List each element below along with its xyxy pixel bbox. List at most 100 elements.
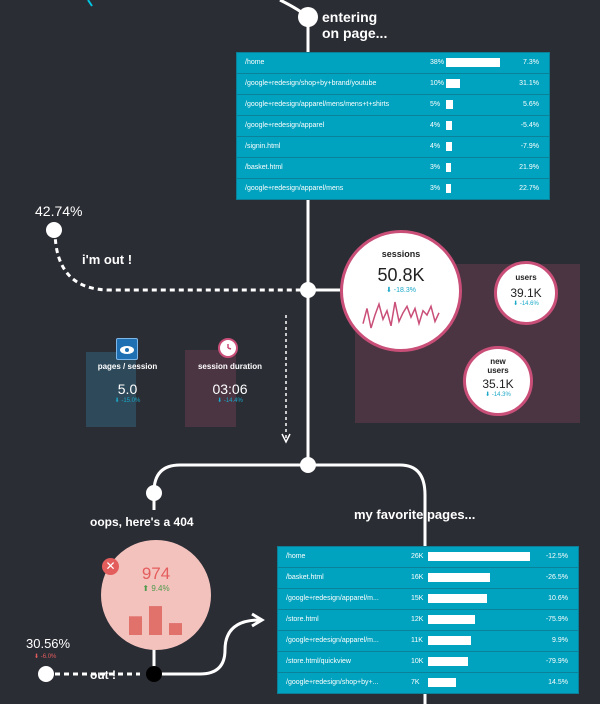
new-users-change: ⬇ -14.3% bbox=[485, 392, 511, 398]
pages-session-value: 5.0 bbox=[117, 381, 138, 397]
table-row[interactable]: /home 38% 7.3% bbox=[237, 53, 549, 74]
row-bar bbox=[446, 100, 454, 109]
row-bar bbox=[446, 58, 500, 67]
row-path: /google+redesign/apparel/mens/mens+t+shi… bbox=[245, 101, 390, 108]
row-count: 38% bbox=[430, 59, 445, 66]
row-bar bbox=[446, 163, 451, 172]
bottom-exit-label: out ! bbox=[90, 668, 116, 682]
row-path: /google+redesign/shop+by+brand/youtube bbox=[245, 80, 377, 87]
table-row[interactable]: /store.html 12K -75.9% bbox=[278, 610, 578, 631]
row-bar bbox=[428, 573, 491, 582]
error-card: 974 ⬆ 9.4% bbox=[101, 540, 211, 650]
table-row[interactable]: /google+redesign/shop+by+... 7K 14.5% bbox=[278, 673, 578, 693]
row-path: /basket.html bbox=[286, 574, 324, 581]
row-change: 14.5% bbox=[548, 679, 568, 686]
error-bar bbox=[169, 623, 182, 635]
clock-icon bbox=[218, 338, 238, 358]
session-duration-change: ⬇ -14.4% bbox=[217, 398, 243, 404]
row-count: 3% bbox=[430, 185, 441, 192]
users-value: 39.1K bbox=[510, 286, 542, 300]
new-users-card: new users 35.1K ⬇ -14.3% bbox=[463, 346, 533, 416]
pages-session-title: pages / session bbox=[97, 362, 158, 371]
row-path: /google+redesign/apparel/mens bbox=[245, 185, 344, 192]
row-change: 31.1% bbox=[519, 80, 539, 87]
pages-session-card: pages / session 5.0 ⬇ -15.0% bbox=[85, 362, 170, 404]
row-bar bbox=[446, 184, 451, 193]
exit-node bbox=[46, 222, 62, 238]
bottom-exit-percent: 30.56% bbox=[26, 636, 71, 651]
sessions-change: ⬇ -18.3% bbox=[386, 287, 416, 294]
row-bar bbox=[446, 79, 461, 88]
table-row[interactable]: /home 26K -12.5% bbox=[278, 547, 578, 568]
row-path: /home bbox=[245, 59, 265, 66]
pages-session-change: ⬇ -15.0% bbox=[114, 398, 141, 404]
error-change: ⬆ 9.4% bbox=[142, 584, 170, 593]
favorite-label: my favorite pages... bbox=[354, 507, 476, 522]
error-value: 974 bbox=[141, 564, 171, 583]
split-node bbox=[300, 457, 316, 473]
row-path: /store.html/quickview bbox=[286, 658, 351, 665]
table-row[interactable]: /google+redesign/apparel/mens/mens+t+shi… bbox=[237, 95, 549, 116]
row-bar bbox=[428, 615, 475, 624]
table-row[interactable]: /google+redesign/apparel/mens 3% 22.7% bbox=[237, 179, 549, 199]
users-change: ⬇ -14.6% bbox=[513, 301, 539, 307]
table-row[interactable]: /google+redesign/apparel/m... 11K 9.9% bbox=[278, 631, 578, 652]
row-path: /google+redesign/apparel/m... bbox=[286, 637, 379, 644]
row-count: 4% bbox=[430, 143, 441, 150]
error-bar bbox=[149, 606, 162, 635]
row-count: 26K bbox=[411, 553, 424, 560]
error-label: oops, here's a 404 bbox=[90, 515, 194, 529]
table-row[interactable]: /basket.html 3% 21.9% bbox=[237, 158, 549, 179]
error-bar bbox=[129, 616, 142, 635]
row-path: /basket.html bbox=[245, 164, 283, 171]
row-change: -12.5% bbox=[545, 553, 568, 560]
row-count: 16K bbox=[411, 574, 424, 581]
sessions-value: 50.8K bbox=[377, 265, 425, 285]
session-duration-value: 03:06 bbox=[212, 381, 248, 397]
row-bar bbox=[428, 552, 530, 561]
error-bars bbox=[129, 606, 182, 635]
row-bar bbox=[428, 678, 456, 687]
row-count: 3% bbox=[430, 164, 441, 171]
row-change: -26.5% bbox=[545, 574, 568, 581]
row-change: 22.7% bbox=[519, 185, 539, 192]
new-users-title: new users bbox=[487, 357, 509, 375]
row-change: -5.4% bbox=[520, 122, 539, 129]
row-bar bbox=[428, 636, 472, 645]
row-count: 11K bbox=[411, 637, 423, 644]
table-row[interactable]: /signin.html 4% -7.9% bbox=[237, 137, 549, 158]
sessions-title: sessions bbox=[381, 249, 421, 259]
session-duration-bg bbox=[185, 350, 236, 427]
table-row[interactable]: /google+redesign/shop+by+brand/youtube 10… bbox=[237, 74, 549, 95]
exit-label: i'm out ! bbox=[82, 252, 133, 267]
table-row[interactable]: /basket.html 16K -26.5% bbox=[278, 568, 578, 589]
row-path: /store.html bbox=[286, 616, 319, 623]
row-path: /google+redesign/apparel bbox=[245, 122, 325, 129]
sessions-sparkline bbox=[362, 301, 440, 329]
row-change: -75.9% bbox=[545, 616, 568, 623]
entry-node bbox=[298, 7, 318, 27]
row-change: -79.9% bbox=[545, 658, 568, 665]
favorite-pages-table: /home 26K -12.5% /basket.html 16K -26.5% /goog… bbox=[277, 546, 579, 694]
table-row[interactable]: /store.html/quickview 10K -79.9% bbox=[278, 652, 578, 673]
row-count: 4% bbox=[430, 122, 441, 129]
row-count: 5% bbox=[430, 101, 441, 108]
bottom-exit-change: ⬇ -6.0% bbox=[34, 654, 57, 660]
sessions-node bbox=[300, 282, 316, 298]
row-count: 12K bbox=[411, 616, 424, 623]
row-bar bbox=[428, 657, 468, 666]
exit-percent: 42.74% bbox=[35, 203, 83, 219]
session-duration-card: session duration 03:06 ⬇ -14.4% bbox=[185, 362, 275, 404]
table-row[interactable]: /google+redesign/apparel 4% -5.4% bbox=[237, 116, 549, 137]
users-title: users bbox=[515, 273, 537, 282]
row-path: /google+redesign/shop+by+... bbox=[286, 679, 379, 686]
row-bar bbox=[446, 121, 452, 130]
bottom-exit-node bbox=[38, 666, 54, 682]
close-icon: ✕ bbox=[102, 558, 119, 575]
session-duration-title: session duration bbox=[197, 362, 262, 371]
table-row[interactable]: /google+redesign/apparel/m... 15K 10.6% bbox=[278, 589, 578, 610]
entering-label: entering on page... bbox=[322, 9, 388, 41]
row-bar bbox=[428, 594, 487, 603]
row-change: 21.9% bbox=[519, 164, 539, 171]
row-count: 10% bbox=[430, 80, 445, 87]
